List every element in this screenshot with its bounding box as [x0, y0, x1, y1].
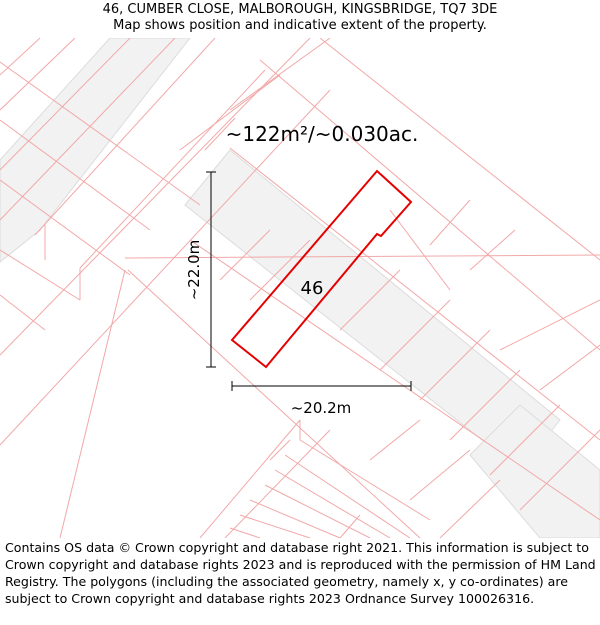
- map-header: 46, CUMBER CLOSE, MALBOROUGH, KINGSBRIDG…: [0, 0, 600, 40]
- height-label: ~22.0m: [185, 240, 203, 301]
- plot-number-label: 46: [301, 278, 324, 299]
- map-subtitle: Map shows position and indicative extent…: [113, 18, 487, 33]
- copyright-notice: Contains OS data © Crown copyright and d…: [5, 540, 596, 606]
- height-dimension: [206, 171, 216, 368]
- property-address: 46, CUMBER CLOSE, MALBOROUGH, KINGSBRIDG…: [102, 2, 498, 17]
- property-boundary[interactable]: [230, 169, 413, 369]
- site-map[interactable]: ~122m²/~0.030ac. 46 ~22.0m ~20.2m: [0, 38, 600, 538]
- width-label: ~20.2m: [291, 399, 352, 417]
- building-footprints: [0, 38, 600, 538]
- area-label: ~122m²/~0.030ac.: [226, 122, 419, 146]
- width-dimension: [231, 381, 412, 391]
- parcel-boundaries: [0, 38, 600, 538]
